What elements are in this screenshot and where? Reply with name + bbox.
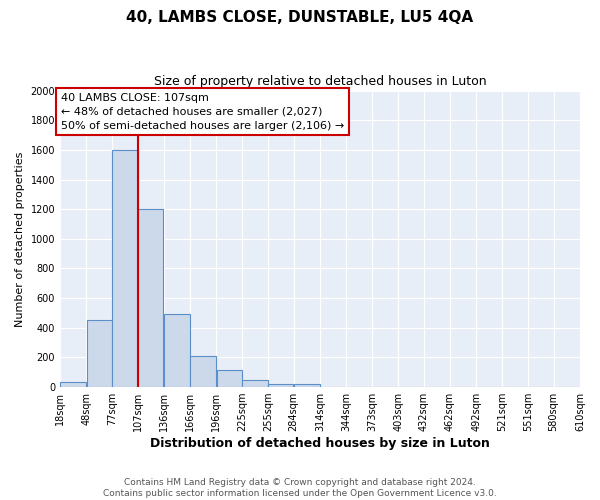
Bar [268,384,293,387]
Title: Size of property relative to detached houses in Luton: Size of property relative to detached ho… [154,75,487,88]
Bar [61,382,86,387]
Bar [86,320,112,387]
Bar [242,380,268,387]
Bar [294,384,320,387]
Text: 40 LAMBS CLOSE: 107sqm
← 48% of detached houses are smaller (2,027)
50% of semi-: 40 LAMBS CLOSE: 107sqm ← 48% of detached… [61,93,344,131]
Bar [139,209,163,387]
Bar [190,356,216,387]
X-axis label: Distribution of detached houses by size in Luton: Distribution of detached houses by size … [150,437,490,450]
Text: Contains HM Land Registry data © Crown copyright and database right 2024.
Contai: Contains HM Land Registry data © Crown c… [103,478,497,498]
Text: 40, LAMBS CLOSE, DUNSTABLE, LU5 4QA: 40, LAMBS CLOSE, DUNSTABLE, LU5 4QA [127,10,473,25]
Bar [112,150,138,387]
Bar [164,314,190,387]
Bar [217,370,242,387]
Y-axis label: Number of detached properties: Number of detached properties [15,151,25,326]
